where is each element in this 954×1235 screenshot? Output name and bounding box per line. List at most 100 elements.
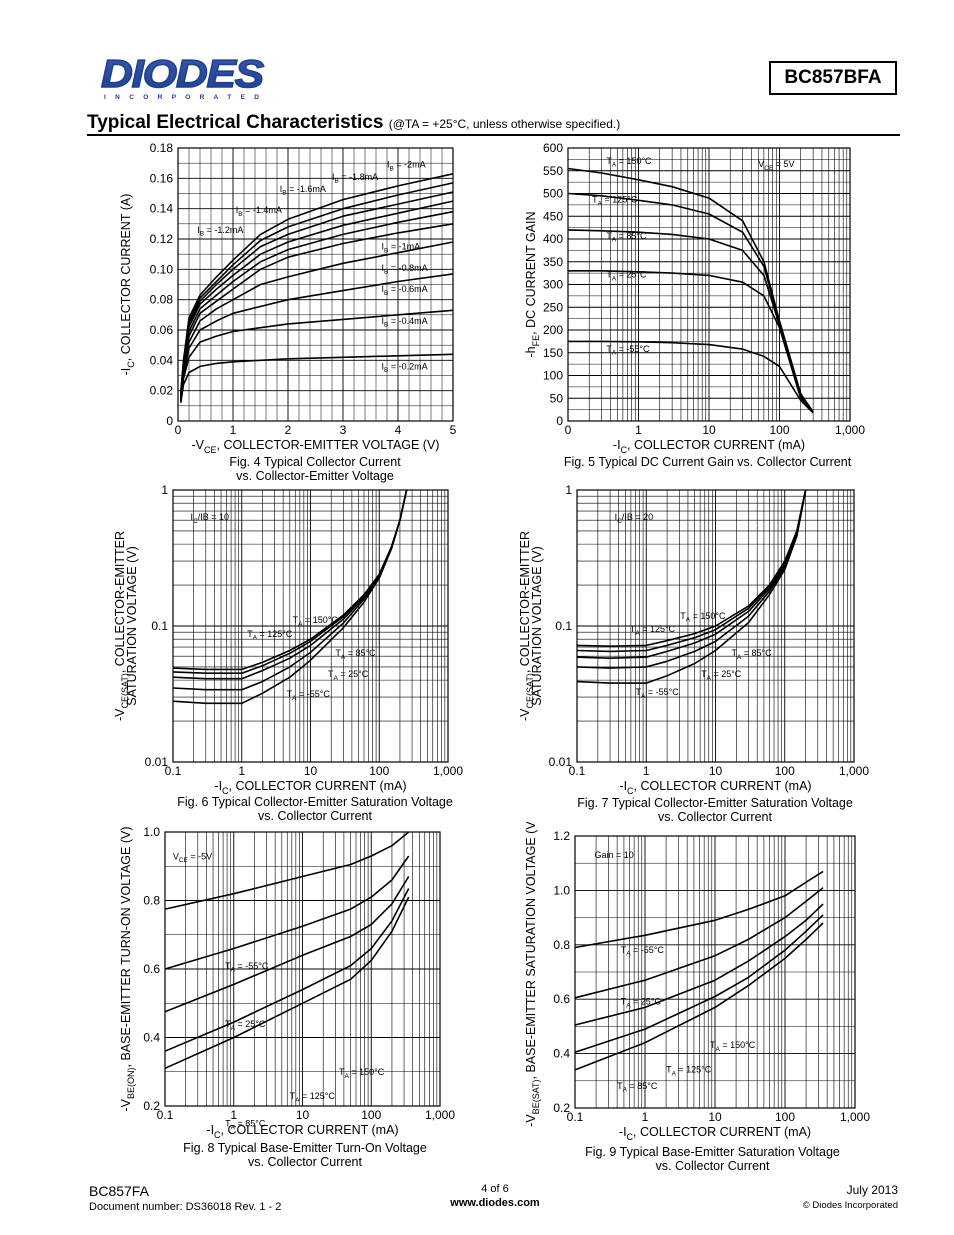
y-tick-label: 0.2 xyxy=(553,1101,570,1115)
footer-date: July 2013 xyxy=(846,1183,898,1197)
y-tick-label: 1.0 xyxy=(553,883,570,897)
y-tick-label: 0.01 xyxy=(145,755,169,769)
caption-fig7-line2: vs. Collector Current xyxy=(658,810,772,824)
series-annotation: TA = 25°C xyxy=(328,669,369,682)
x-tick-label: 10 xyxy=(708,1110,722,1124)
chart-fig6: 0.1 1 10 100 1,000 0.01 0.1 1 -IC, COLLECTOR CUR… xyxy=(100,482,470,797)
series-line xyxy=(574,914,824,1053)
series-annotation: TA = 25°C xyxy=(621,997,662,1010)
y-tick-label: 0.4 xyxy=(553,1047,570,1061)
series-line xyxy=(164,876,410,1013)
series-annotation: IB = -1mA xyxy=(382,242,421,255)
y-axis-label: -IC, COLLECTOR CURRENT (A) xyxy=(119,194,136,376)
x-tick-label: 2 xyxy=(285,423,292,437)
series-line xyxy=(180,241,454,399)
plot-frame xyxy=(172,489,449,763)
series-line xyxy=(164,831,410,910)
x-tick-label: 10 xyxy=(304,764,318,778)
caption-fig6-line2: vs. Collector Current xyxy=(258,809,372,823)
series-line xyxy=(574,887,824,999)
y-tick-label: 1.2 xyxy=(553,829,570,843)
series-line xyxy=(576,489,807,659)
x-tick-label: 1,000 xyxy=(425,1108,455,1122)
series-line xyxy=(568,270,814,413)
x-tick-label: 1,000 xyxy=(433,764,463,778)
x-tick-label: 10 xyxy=(702,423,716,437)
y-axis-label: -hFE, DC CURRENT GAIN xyxy=(524,211,541,357)
y-axis-label: SATURATION VOLTAGE (V) xyxy=(125,546,139,706)
section-title-text: Typical Electrical Characteristics xyxy=(87,112,384,133)
y-axis-label: SATURATION VOLTAGE (V) xyxy=(530,546,544,706)
series-line xyxy=(574,922,824,1071)
y-tick-label: 0.02 xyxy=(150,384,174,398)
series-line xyxy=(164,855,410,970)
y-tick-label: 0.08 xyxy=(150,293,174,307)
title-rule xyxy=(87,134,900,136)
y-tick-label: 0.1 xyxy=(151,619,168,633)
x-tick-label: 0.1 xyxy=(165,764,182,778)
series-annotation: TA = 25°C xyxy=(225,1019,266,1032)
y-tick-label: 0.6 xyxy=(143,962,160,976)
footer-website-link[interactable]: www.diodes.com xyxy=(450,1197,540,1209)
x-tick-label: 5 xyxy=(450,423,457,437)
plot-frame xyxy=(576,489,855,763)
chart-fig4-svg: 0 1 2 3 4 5 0 0.02 0.04 0.06 0.08 0.10 0.12 0.14 0.16 0… xyxy=(119,141,457,455)
series-annotation: TA = 150°C xyxy=(606,156,652,169)
diodes-logo: DIODES I N C O R P O R A T E D xyxy=(100,55,266,101)
chart-fig8: 0.1 1 10 100 1,000 0.2 0.4 0.6 0.8 1.0 -IC, COLLEC… xyxy=(100,822,470,1144)
series-line xyxy=(180,173,454,393)
section-title: Typical Electrical Characteristics (@TA … xyxy=(87,112,620,134)
grid xyxy=(177,148,454,422)
series-annotation: IB = -1.2mA xyxy=(197,225,243,238)
series-annotation: TA = -55°C xyxy=(606,344,650,357)
x-tick-label: 0.1 xyxy=(567,1110,584,1124)
series-annotation: TA = 150°C xyxy=(680,611,726,624)
series-line xyxy=(568,340,814,414)
caption-fig8-line2: vs. Collector Current xyxy=(248,1155,362,1169)
series-annotation: TA = 150°C xyxy=(339,1067,385,1080)
x-tick-label: 3 xyxy=(340,423,347,437)
y-tick-label: 1 xyxy=(161,483,168,497)
y-tick-label: 0.04 xyxy=(150,353,174,367)
footer-left: BC857FA Document number: DS36018 Rev. 1 … xyxy=(89,1183,281,1213)
caption-fig8: Fig. 8 Typical Base-Emitter Turn-On Volt… xyxy=(170,1141,440,1169)
x-tick-label: 10 xyxy=(709,764,723,778)
series-annotation: TA = 85°C xyxy=(225,1119,266,1132)
y-tick-label: 200 xyxy=(543,323,563,337)
chart-fig9: 0.1 1 10 100 1,000 0.2 0.4 0.6 0.8 1.0 1.2 -IC, COL… xyxy=(505,822,875,1144)
grid xyxy=(164,832,440,1107)
series-annotation: IB = -0.4mA xyxy=(382,316,428,329)
footer-doc-number: Document number: DS36018 Rev. 1 - 2 xyxy=(89,1201,282,1213)
series-line xyxy=(576,489,807,653)
x-tick-label: 1 xyxy=(238,764,245,778)
caption-fig7: Fig. 7 Typical Collector-Emitter Saturat… xyxy=(565,796,865,824)
plot-frame xyxy=(567,147,851,422)
y-tick-label: 0.12 xyxy=(150,232,174,246)
series-line xyxy=(576,489,807,669)
caption-fig7-line1: Fig. 7 Typical Collector-Emitter Saturat… xyxy=(577,796,853,810)
grid xyxy=(567,148,850,422)
caption-fig9-line2: vs. Collector Current xyxy=(655,1159,770,1173)
caption-fig4-line2: vs. Collector-Emitter Voltage xyxy=(236,469,394,483)
grid xyxy=(172,490,448,763)
series-line xyxy=(164,888,410,1052)
x-tick-label: 1 xyxy=(635,423,642,437)
y-tick-label: 600 xyxy=(543,141,563,155)
series-annotation: IB = -0.8mA xyxy=(382,263,428,276)
chart-fig4: 0 1 2 3 4 5 0 0.02 0.04 0.06 0.08 0.10 0.12 0.14 0.16 0… xyxy=(100,140,470,455)
series-annotation: TA = 125°C xyxy=(666,1065,712,1078)
caption-fig4: Fig. 4 Typical Collector Current vs. Coll… xyxy=(170,455,460,483)
x-tick-label: 1,000 xyxy=(835,423,865,437)
y-axis-label: -VBE(SAT), BASE-EMITTER SATURATION VOLTA… xyxy=(524,822,541,1127)
series-annotation: TA = 125°C xyxy=(290,1091,336,1104)
x-tick-label: 0 xyxy=(565,423,572,437)
y-tick-label: 1.0 xyxy=(143,825,160,839)
y-axis-label: -VCE(SAT), COLLECTOR-EMITTER xyxy=(113,531,130,721)
y-tick-label: 0.8 xyxy=(553,938,570,952)
series-line xyxy=(180,309,454,402)
caption-fig6: Fig. 6 Typical Collector-Emitter Saturat… xyxy=(165,795,465,823)
chart-fig7: 0.1 1 10 100 1,000 0.01 0.1 1 -IC, COLLECTOR CUR… xyxy=(505,482,875,797)
series-line xyxy=(164,896,410,1070)
